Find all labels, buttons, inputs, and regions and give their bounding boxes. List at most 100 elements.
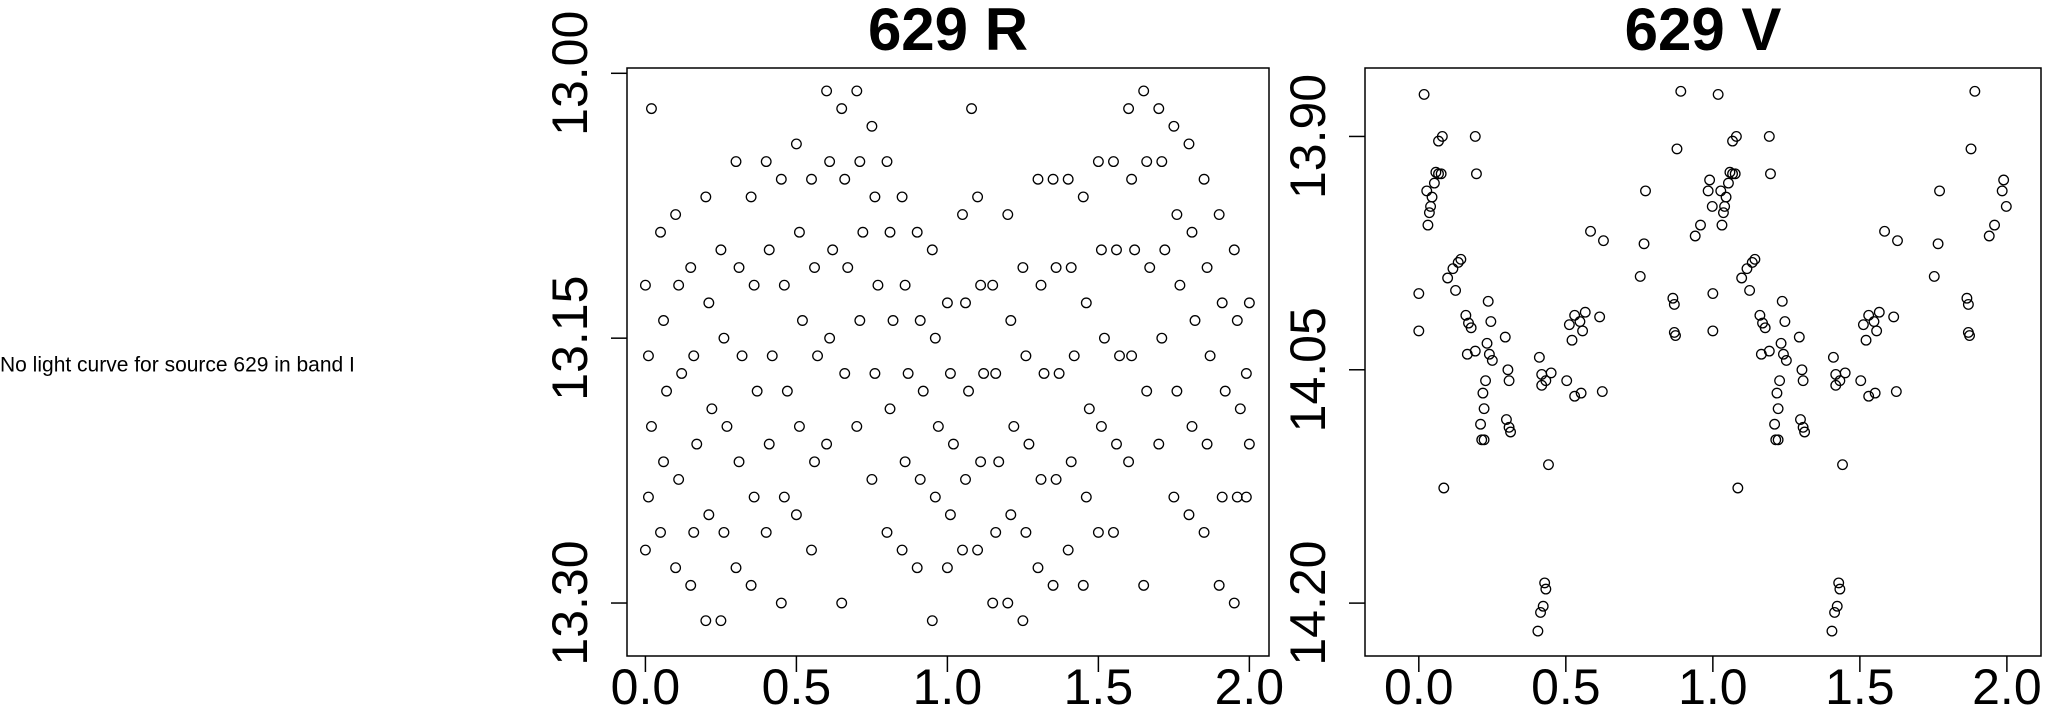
point — [881, 526, 893, 538]
point — [1837, 459, 1848, 471]
point — [1480, 375, 1492, 387]
point — [1585, 225, 1596, 237]
point — [1860, 334, 1872, 346]
point — [1704, 174, 1716, 186]
point — [854, 315, 866, 326]
point — [896, 191, 908, 203]
point — [1017, 262, 1029, 273]
point — [1442, 272, 1454, 284]
point — [1566, 334, 1578, 346]
point — [1715, 185, 1727, 197]
point — [1503, 375, 1515, 387]
point — [778, 491, 790, 503]
point — [809, 456, 820, 468]
point — [1998, 174, 2010, 186]
point — [1502, 364, 1514, 376]
point — [1667, 292, 1679, 304]
point — [1826, 625, 1838, 637]
point — [1171, 385, 1183, 397]
point — [1156, 156, 1168, 168]
plot-frame — [1364, 67, 2042, 657]
point — [1065, 456, 1077, 468]
point — [1421, 185, 1433, 197]
point — [1797, 421, 1809, 433]
point — [1594, 311, 1606, 323]
point — [1098, 332, 1110, 344]
point — [1032, 562, 1044, 574]
point — [655, 526, 666, 538]
point — [1017, 615, 1029, 627]
point — [881, 156, 893, 168]
point — [1670, 330, 1681, 342]
point — [1047, 579, 1059, 591]
point — [1855, 375, 1867, 387]
point — [1231, 491, 1243, 503]
point — [1796, 364, 1808, 376]
x-tick-label: 2.0 — [1972, 659, 2042, 708]
point — [685, 579, 697, 591]
point — [1092, 156, 1104, 168]
point — [987, 279, 999, 291]
point — [957, 544, 968, 556]
point — [1779, 316, 1791, 328]
point — [1996, 185, 2008, 197]
point — [688, 526, 700, 538]
point — [1216, 491, 1228, 503]
point — [1144, 262, 1156, 273]
point — [1050, 262, 1062, 273]
point — [902, 368, 914, 379]
point — [993, 456, 1005, 468]
point — [806, 544, 817, 556]
x-tick-label: 1.0 — [913, 659, 983, 708]
point — [1111, 244, 1122, 256]
point — [1032, 173, 1044, 185]
point — [1535, 606, 1546, 618]
point — [706, 403, 718, 415]
point — [851, 421, 863, 432]
point — [1095, 421, 1107, 432]
point — [1198, 173, 1210, 185]
point — [960, 473, 971, 485]
point — [1776, 295, 1788, 307]
point — [1569, 390, 1581, 402]
point — [1754, 309, 1766, 321]
point — [1744, 284, 1756, 296]
point — [1201, 262, 1213, 273]
point — [824, 156, 836, 168]
point — [1702, 185, 1714, 197]
point — [1707, 325, 1719, 337]
x-tick-label: 1.0 — [1678, 659, 1748, 708]
point — [1228, 597, 1240, 609]
x-tick-label: 0.5 — [1531, 659, 1601, 708]
point — [1108, 526, 1119, 538]
point — [1435, 168, 1447, 180]
chart-title: 629 R — [868, 0, 1028, 63]
point — [1231, 315, 1243, 326]
point — [1486, 354, 1498, 366]
point — [1174, 279, 1186, 291]
point — [866, 120, 878, 132]
point — [1503, 421, 1515, 433]
point — [1799, 426, 1811, 438]
point — [2000, 200, 2012, 212]
point — [1772, 434, 1784, 446]
x-tick-label: 1.5 — [1825, 659, 1895, 708]
point — [1436, 130, 1448, 142]
point — [1138, 85, 1150, 97]
point — [1892, 235, 1903, 247]
point — [857, 226, 869, 238]
point — [778, 279, 790, 291]
point — [1476, 434, 1488, 446]
point — [1168, 491, 1180, 503]
point — [1671, 143, 1683, 155]
point — [1499, 331, 1511, 343]
point — [1934, 185, 1946, 197]
point — [676, 368, 688, 379]
point — [1540, 583, 1552, 595]
point — [1171, 209, 1183, 221]
point — [1730, 130, 1742, 142]
point — [1423, 207, 1435, 219]
point — [1005, 509, 1017, 521]
point — [1962, 298, 1974, 310]
